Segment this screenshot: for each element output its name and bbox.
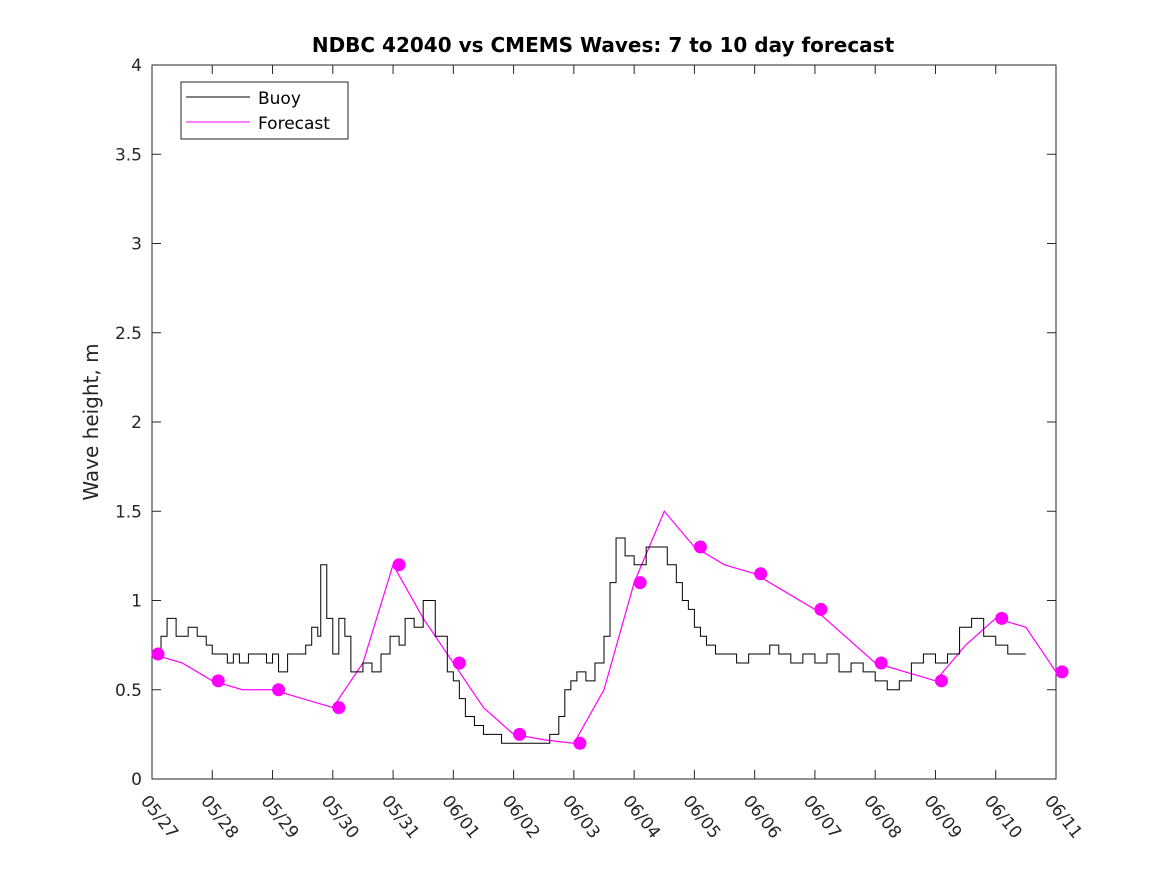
y-tick-label: 1.5 bbox=[115, 502, 142, 522]
x-tick-label: 05/28 bbox=[196, 792, 242, 843]
y-tick-label: 2 bbox=[131, 413, 142, 433]
x-tick-label: 06/08 bbox=[859, 792, 905, 843]
x-axis: 05/27 05/28 05/29 05/30 05/31 06/01 06/02 06/03… bbox=[136, 65, 1086, 843]
forecast-point bbox=[995, 611, 1009, 625]
forecast-point bbox=[874, 656, 888, 670]
x-tick-label: 05/29 bbox=[257, 792, 303, 843]
forecast-markers bbox=[151, 540, 1069, 750]
forecast-point bbox=[332, 701, 346, 715]
buoy-line bbox=[152, 537, 1026, 744]
y-tick-label: 3 bbox=[131, 235, 142, 255]
forecast-point bbox=[151, 647, 165, 661]
legend-label-buoy: Buoy bbox=[258, 89, 301, 109]
chart-title: NDBC 42040 vs CMEMS Waves: 7 to 10 day f… bbox=[312, 33, 895, 57]
forecast-point bbox=[573, 736, 587, 750]
y-tick-label: 3.5 bbox=[115, 145, 142, 165]
forecast-line bbox=[151, 510, 1057, 744]
forecast-point bbox=[513, 727, 527, 741]
x-tick-label: 06/05 bbox=[678, 792, 724, 843]
y-tick-label: 2.5 bbox=[115, 324, 142, 344]
x-tick-label: 05/30 bbox=[317, 792, 363, 843]
forecast-point bbox=[934, 674, 948, 688]
x-tick-label: 06/07 bbox=[799, 792, 845, 843]
forecast-point bbox=[814, 602, 828, 616]
forecast-point bbox=[693, 540, 707, 554]
y-axis: 0 0.5 1 1.5 2 2.5 3 3.5 4 bbox=[115, 56, 1056, 790]
axes: 00.511.522.533.54 05/27 05/28 05/29 05/30 05… bbox=[115, 56, 1086, 843]
x-tick-label: 06/02 bbox=[498, 792, 544, 843]
forecast-point bbox=[211, 674, 225, 688]
buoy-series bbox=[152, 537, 1026, 744]
x-tick-label: 06/10 bbox=[980, 792, 1026, 843]
y-axis-label: Wave height, m bbox=[79, 343, 103, 500]
y-tick-label: 4 bbox=[131, 56, 142, 76]
legend-label-forecast: Forecast bbox=[258, 114, 330, 134]
y-tick-label: 1 bbox=[131, 592, 142, 612]
x-tick-label: 06/11 bbox=[1040, 792, 1086, 843]
x-tick-label: 06/03 bbox=[558, 792, 604, 843]
y-tick-label: 0 bbox=[131, 770, 142, 790]
forecast-point bbox=[1055, 665, 1069, 679]
forecast-point bbox=[272, 683, 286, 697]
y-tick-label: 0.5 bbox=[115, 681, 142, 701]
x-tick-label: 06/06 bbox=[739, 792, 785, 843]
legend-box bbox=[180, 81, 349, 140]
x-tick-label: 06/04 bbox=[618, 792, 664, 843]
data-layer bbox=[151, 510, 1069, 750]
forecast-point bbox=[452, 656, 466, 670]
x-tick-label: 05/27 bbox=[136, 792, 182, 843]
x-tick-label: 05/31 bbox=[377, 792, 423, 843]
legend: Buoy Forecast bbox=[180, 81, 349, 140]
forecast-point bbox=[633, 576, 647, 590]
forecast-point bbox=[392, 558, 406, 572]
forecast-lines bbox=[151, 510, 1057, 744]
x-tick-label: 06/09 bbox=[920, 792, 966, 843]
x-tick-label: 06/01 bbox=[437, 792, 483, 843]
forecast-point bbox=[754, 567, 768, 581]
